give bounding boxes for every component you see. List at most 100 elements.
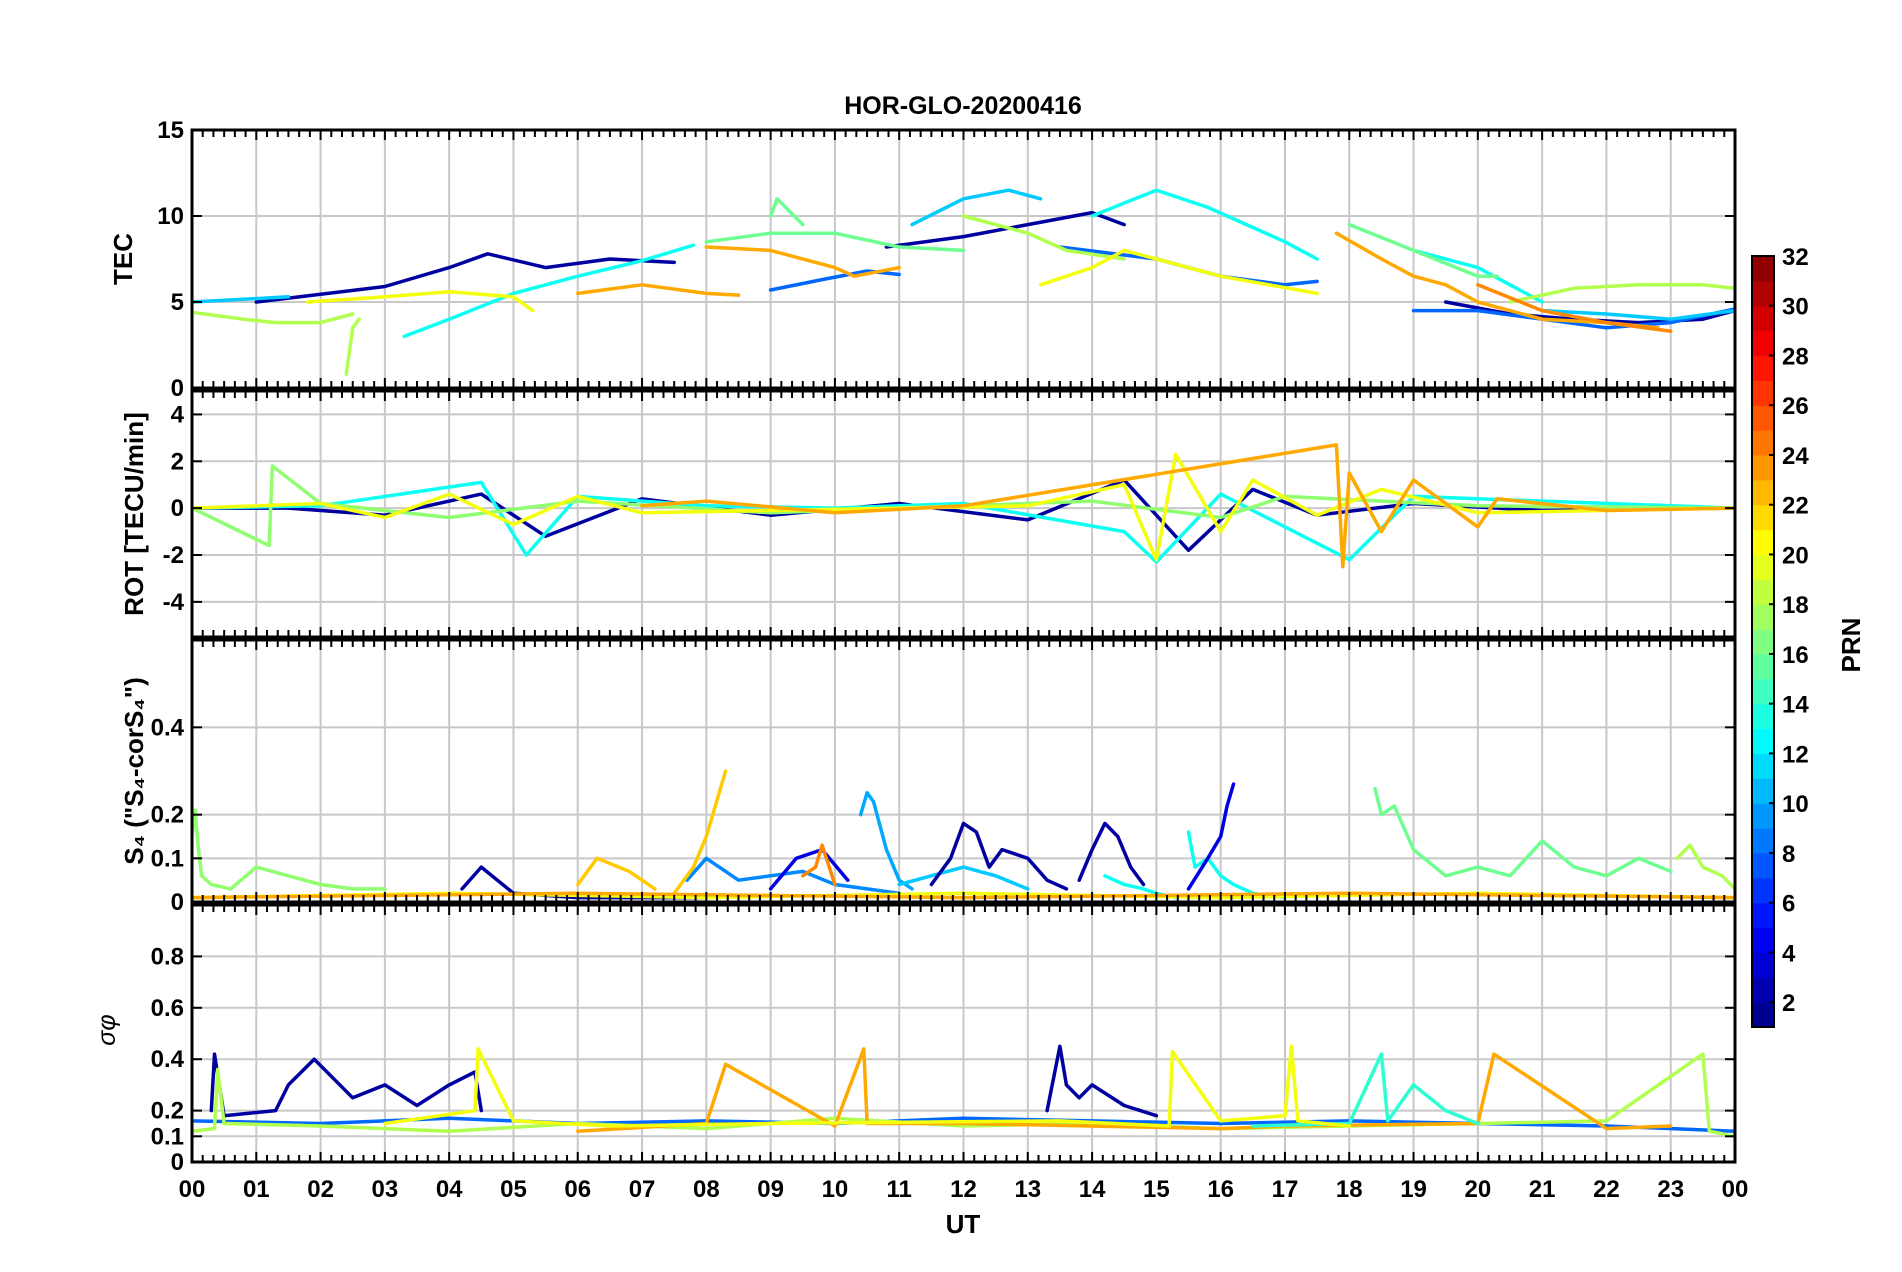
series-line-prn-4 — [1186, 782, 1236, 891]
series-line-prn-18 — [192, 310, 355, 325]
colorbar-tick-label: 26 — [1782, 393, 1809, 420]
ytick-label: 0.6 — [151, 995, 184, 1022]
series-line-prn-24 — [801, 843, 837, 887]
ylabel-sigma: σφ — [93, 1014, 121, 1045]
colorbar-label: PRN — [1836, 618, 1866, 673]
colorbar-band — [1752, 778, 1774, 804]
colorbar-band — [1752, 1002, 1774, 1028]
colorbar-band — [1752, 479, 1774, 506]
xtick-label: 17 — [1272, 1176, 1299, 1203]
ytick-label: 0.2 — [151, 1098, 184, 1125]
xtick-label: 16 — [1207, 1176, 1234, 1203]
ytick-label: 0 — [171, 889, 184, 916]
colorbar-tick-label: 8 — [1782, 841, 1795, 868]
panel-s4: 0 0.1 0.2 0.4 S₄ ("S₄-corS₄") — [119, 638, 1737, 916]
colorbar-band — [1752, 728, 1774, 755]
colorbar-tick-label: 4 — [1782, 940, 1796, 967]
xtick-label: 04 — [436, 1176, 463, 1203]
series-line-prn-13 — [1411, 248, 1544, 304]
series-line-prn-16 — [704, 231, 966, 253]
series-line-prn-16 — [768, 197, 805, 227]
xtick-label: 18 — [1336, 1176, 1363, 1203]
xtick-label: 13 — [1014, 1176, 1041, 1203]
xtick-label: 22 — [1593, 1176, 1620, 1203]
xtick-label: 02 — [307, 1176, 334, 1203]
colorbar-band — [1752, 852, 1774, 879]
colorbar-frame — [1751, 255, 1775, 1028]
series-line-prn-13 — [1090, 188, 1319, 261]
x-axis-label: UT — [946, 1209, 981, 1239]
ytick-label: 0.1 — [151, 1123, 184, 1150]
series-sigma — [192, 1044, 1735, 1139]
series-line-prn-2 — [209, 1052, 484, 1118]
series-line-prn-23 — [704, 245, 901, 278]
grid-s4 — [192, 640, 1735, 902]
colorbar-band — [1752, 454, 1774, 481]
colorbar-band — [1752, 305, 1774, 332]
colorbar-band — [1752, 529, 1774, 556]
ytick-label: 10 — [157, 203, 184, 230]
colorbar-tick-label: 16 — [1782, 642, 1809, 669]
ytick-label: 0 — [171, 1149, 184, 1176]
series-line-prn-18 — [344, 317, 361, 376]
grid-tec — [192, 130, 1735, 388]
series-line-prn-2 — [929, 821, 1069, 891]
ytick-label: 0.4 — [151, 714, 185, 741]
series-line-prn-8 — [1411, 307, 1735, 330]
series-line-prn-20 — [305, 289, 535, 313]
colorbar-band — [1752, 803, 1774, 829]
colorbar-tick-label: 22 — [1782, 493, 1809, 520]
colorbar-tick-label: 18 — [1782, 592, 1809, 619]
xtick-label: 00 — [179, 1176, 206, 1203]
series-line-prn-16 — [1347, 222, 1499, 278]
series-line-prn-11 — [1540, 308, 1735, 321]
series-line-prn-20 — [383, 1044, 1352, 1128]
ytick-label: 0.4 — [151, 1046, 185, 1073]
colorbar-tick-label: 32 — [1782, 244, 1809, 271]
panel-rot: -4 -2 0 2 4 ROT [TECU/min] — [119, 389, 1737, 639]
series-line-prn-24 — [1476, 283, 1673, 333]
series-line-prn-8 — [768, 269, 901, 292]
xtick-label: 11 — [887, 1176, 912, 1203]
ylabel-rot: ROT [TECU/min] — [119, 412, 149, 616]
xtick-label: 20 — [1464, 1176, 1491, 1203]
yticks-s4: 0 0.1 0.2 0.4 — [151, 640, 1736, 916]
colorbar-band — [1752, 629, 1774, 655]
colorbar-tick-label: 6 — [1782, 891, 1795, 918]
colorbar-band — [1752, 380, 1774, 406]
series-line-prn-11 — [897, 865, 1030, 891]
ytick-label: 15 — [157, 117, 184, 144]
series-line-prn-13 — [192, 480, 1735, 564]
colorbar-band — [1752, 753, 1774, 779]
colorbar-band — [1752, 330, 1774, 357]
xtick-label: 09 — [757, 1176, 784, 1203]
colorbar-tick-label: 2 — [1782, 990, 1795, 1017]
colorbar-band — [1752, 504, 1774, 531]
xtick-label: 14 — [1079, 1176, 1106, 1203]
colorbar-tick-label: 12 — [1782, 741, 1809, 768]
series-line-prn-20 — [1038, 248, 1319, 296]
series-rot — [192, 443, 1735, 569]
colorbar-band — [1752, 280, 1774, 307]
series-line-prn-2 — [884, 210, 1126, 249]
series-line-prn-23 — [576, 283, 741, 297]
xtick-label: 06 — [564, 1176, 591, 1203]
series-line-prn-9 — [685, 856, 901, 896]
colorbar-band — [1752, 828, 1774, 854]
colorbar-band — [1752, 430, 1774, 456]
series-line-prn-10 — [858, 791, 914, 891]
colorbar-tick-label: 24 — [1782, 443, 1809, 470]
grid-rot — [192, 391, 1735, 637]
yticks-rot: -4 -2 0 2 4 — [163, 391, 1736, 637]
series-line-prn-16 — [1373, 786, 1673, 878]
series-line-prn-2 — [192, 478, 1735, 553]
xtick-label: 00 — [1722, 1176, 1749, 1203]
xtick-label: 01 — [243, 1176, 270, 1203]
yticks-sigma: 00.10.2 0.4 0.6 0.8 — [151, 905, 1736, 1176]
xticks: 00 01 02 03 04 05 06 07 08 09 10 11 12 13 14 15 16 17 18 19… — [179, 1176, 1749, 1203]
ytick-label: 2 — [171, 448, 184, 475]
series-line-prn-4 — [768, 847, 850, 891]
series-line-prn-17 — [192, 808, 387, 891]
xtick-label: 08 — [693, 1176, 720, 1203]
